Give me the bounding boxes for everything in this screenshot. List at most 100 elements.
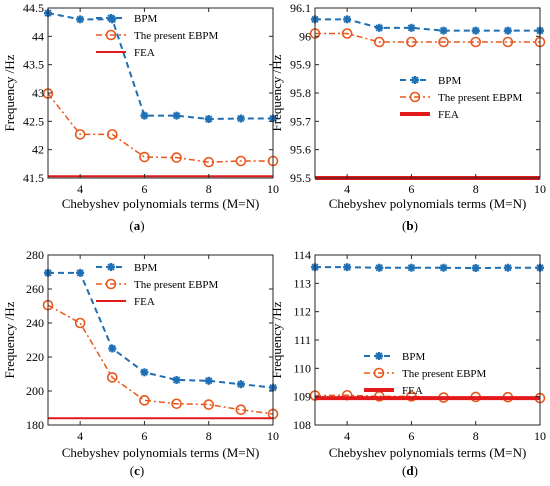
data-point-ebpm bbox=[235, 155, 247, 167]
y-tick-label: 114 bbox=[293, 248, 311, 262]
data-point-bpm bbox=[108, 344, 117, 353]
legend: BPM The present EBPM FEA bbox=[400, 75, 523, 121]
y-axis-label: Frequency /Hz bbox=[269, 301, 284, 378]
x-tick-label: 10 bbox=[534, 182, 546, 196]
series-line-bpm bbox=[48, 271, 274, 389]
legend: BPM The present EBPM FEA bbox=[364, 351, 487, 397]
data-point-bpm bbox=[172, 375, 181, 384]
x-tick-label: 8 bbox=[473, 182, 479, 196]
y-tick-label: 44 bbox=[32, 29, 44, 43]
y-tick-label: 112 bbox=[293, 305, 311, 319]
y-tick-label: 43 bbox=[32, 86, 44, 100]
x-axis-label: Chebyshev polynomials terms (M=N) bbox=[62, 196, 260, 211]
data-point-ebpm bbox=[106, 372, 118, 383]
legend-label: The present EBPM bbox=[134, 279, 219, 291]
data-point-ebpm bbox=[203, 156, 215, 168]
data-point-ebpm bbox=[74, 317, 86, 329]
y-tick-label: 108 bbox=[293, 418, 311, 432]
data-point-bpm bbox=[375, 23, 384, 32]
series-line-bpm bbox=[315, 266, 540, 270]
y-tick-label: 280 bbox=[26, 248, 44, 262]
data-point-ebpm bbox=[203, 399, 215, 410]
panel-2: 4 6 8 10 95.5 95.6 95.7 95.8 95.9 96 96.1 Chebyshev… bbox=[269, 1, 546, 233]
data-point-ebpm bbox=[470, 36, 482, 48]
series-line-ebpm bbox=[47, 93, 273, 163]
legend-label: BPM bbox=[134, 262, 157, 274]
y-tick-label: 95.6 bbox=[290, 143, 311, 157]
legend-marker-ebpm bbox=[105, 29, 117, 41]
legend: BPM The present EBPM FEA bbox=[96, 13, 219, 59]
legend-label: The present EBPM bbox=[402, 368, 487, 380]
series-line-bpm bbox=[47, 12, 273, 121]
legend-marker-ebpm bbox=[373, 367, 385, 379]
x-tick-label: 10 bbox=[534, 429, 546, 443]
data-point-bpm bbox=[236, 380, 245, 389]
y-tick-label: 110 bbox=[293, 361, 311, 375]
legend-marker-bpm bbox=[411, 76, 419, 84]
y-tick-label: 260 bbox=[26, 282, 44, 296]
data-point-ebpm bbox=[373, 36, 385, 48]
y-tick-label: 96 bbox=[299, 29, 311, 43]
data-point-bpm bbox=[503, 26, 512, 35]
x-tick-label: 6 bbox=[408, 429, 414, 443]
series-line-ebpm bbox=[315, 32, 540, 43]
legend-label: BPM bbox=[402, 351, 425, 363]
y-tick-label: 41.5 bbox=[23, 171, 44, 185]
y-tick-label: 43.5 bbox=[23, 58, 44, 72]
y-tick-label: 95.7 bbox=[290, 114, 311, 128]
legend-label: FEA bbox=[402, 385, 423, 397]
axes-box bbox=[47, 254, 274, 426]
x-tick-label: 8 bbox=[206, 429, 212, 443]
x-axis-label: Chebyshev polynomials terms (M=N) bbox=[62, 445, 260, 460]
data-point-bpm bbox=[76, 268, 85, 277]
y-tick-label: 109 bbox=[293, 390, 311, 404]
y-tick-label: 180 bbox=[26, 418, 44, 432]
legend-marker-ebpm bbox=[105, 278, 117, 290]
legend-label: FEA bbox=[134, 296, 155, 308]
data-point-ebpm bbox=[502, 36, 514, 48]
data-point-bpm bbox=[471, 264, 480, 273]
y-tick-label: 111 bbox=[294, 333, 311, 347]
data-point-bpm bbox=[204, 376, 213, 385]
legend-label: The present EBPM bbox=[134, 30, 219, 42]
data-point-bpm bbox=[236, 114, 245, 123]
data-point-ebpm bbox=[171, 398, 182, 410]
legend-label: FEA bbox=[438, 109, 459, 121]
data-point-bpm bbox=[439, 263, 448, 272]
y-tick-label: 96.1 bbox=[290, 1, 311, 15]
y-tick-label: 95.5 bbox=[290, 171, 311, 185]
x-tick-label: 4 bbox=[344, 182, 350, 196]
x-tick-label: 6 bbox=[141, 429, 147, 443]
data-point-bpm bbox=[503, 263, 512, 272]
data-point-bpm bbox=[375, 263, 384, 272]
legend-label: BPM bbox=[134, 13, 157, 25]
x-tick-label: 4 bbox=[344, 429, 350, 443]
y-tick-label: 220 bbox=[26, 350, 44, 364]
legend: BPM The present EBPM FEA bbox=[96, 262, 219, 308]
legend-marker-bpm bbox=[107, 263, 115, 271]
legend-label: The present EBPM bbox=[438, 92, 523, 104]
series-line-bpm bbox=[315, 18, 540, 32]
x-tick-label: 6 bbox=[408, 182, 414, 196]
data-point-bpm bbox=[140, 111, 149, 120]
legend-label: BPM bbox=[438, 75, 461, 87]
data-point-bpm bbox=[204, 115, 213, 124]
data-point-bpm bbox=[343, 15, 352, 24]
y-axis-label: Frequency /Hz bbox=[269, 54, 284, 131]
x-tick-label: 10 bbox=[267, 182, 279, 196]
x-axis-label: Chebyshev polynomials terms (M=N) bbox=[329, 196, 527, 211]
y-tick-label: 113 bbox=[293, 276, 311, 290]
legend-label: FEA bbox=[134, 47, 155, 59]
data-point-bpm bbox=[76, 15, 85, 24]
panel-label: (a) bbox=[129, 218, 144, 233]
x-tick-label: 8 bbox=[473, 429, 479, 443]
data-point-ebpm bbox=[438, 36, 449, 48]
y-tick-label: 42.5 bbox=[23, 114, 44, 128]
y-tick-label: 44.5 bbox=[23, 1, 44, 15]
y-tick-label: 95.8 bbox=[290, 86, 311, 100]
data-point-bpm bbox=[407, 23, 416, 32]
y-tick-label: 240 bbox=[26, 316, 44, 330]
x-tick-label: 4 bbox=[77, 429, 83, 443]
panel-1: 4 6 8 10 41.5 42 42.5 43 43.5 44 44.5 Chebyshev pol… bbox=[2, 1, 279, 233]
